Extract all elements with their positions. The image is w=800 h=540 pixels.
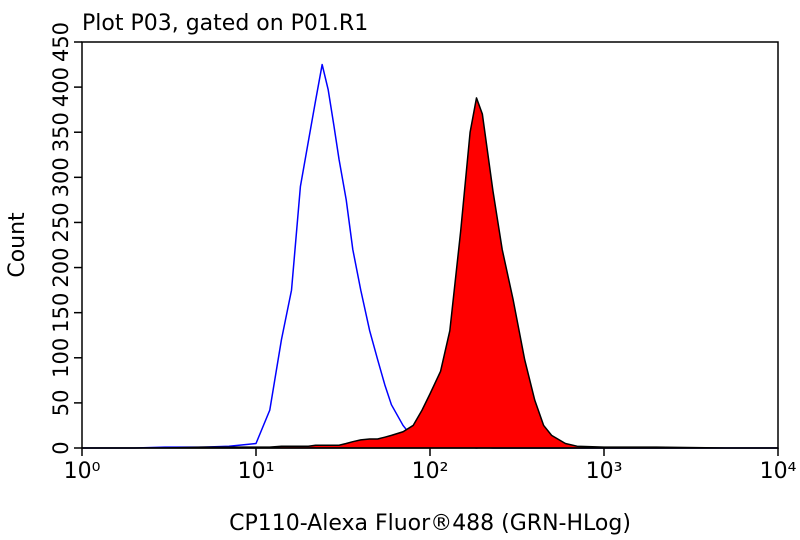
y-tick-label: 450 [49, 22, 73, 62]
x-tick-label: 10⁰ [64, 459, 101, 484]
histogram-area [81, 97, 779, 449]
y-tick-label: 300 [49, 157, 73, 197]
y-tick-label: 0 [49, 441, 73, 454]
x-tick-label: 10³ [586, 459, 623, 484]
x-axis-label: CP110-Alexa Fluor®488 (GRN-HLog) [229, 511, 631, 536]
chart-title: Plot P03, gated on P01.R1 [82, 11, 368, 36]
y-axis-label: Count [5, 212, 30, 278]
plot-frame [81, 41, 779, 449]
histogram-line [82, 63, 778, 449]
y-tick-label: 200 [49, 248, 73, 288]
y-tick-label: 400 [49, 67, 73, 107]
x-tick-label: 10¹ [238, 459, 275, 484]
y-tick-label: 50 [49, 390, 73, 417]
y-tick-label: 250 [49, 202, 73, 242]
y-tick-label: 350 [49, 112, 73, 152]
y-tick-label: 100 [49, 338, 73, 378]
x-tick-label: 10² [412, 459, 449, 484]
x-tick-label: 10⁴ [760, 459, 797, 484]
y-tick-label: 150 [49, 293, 73, 333]
